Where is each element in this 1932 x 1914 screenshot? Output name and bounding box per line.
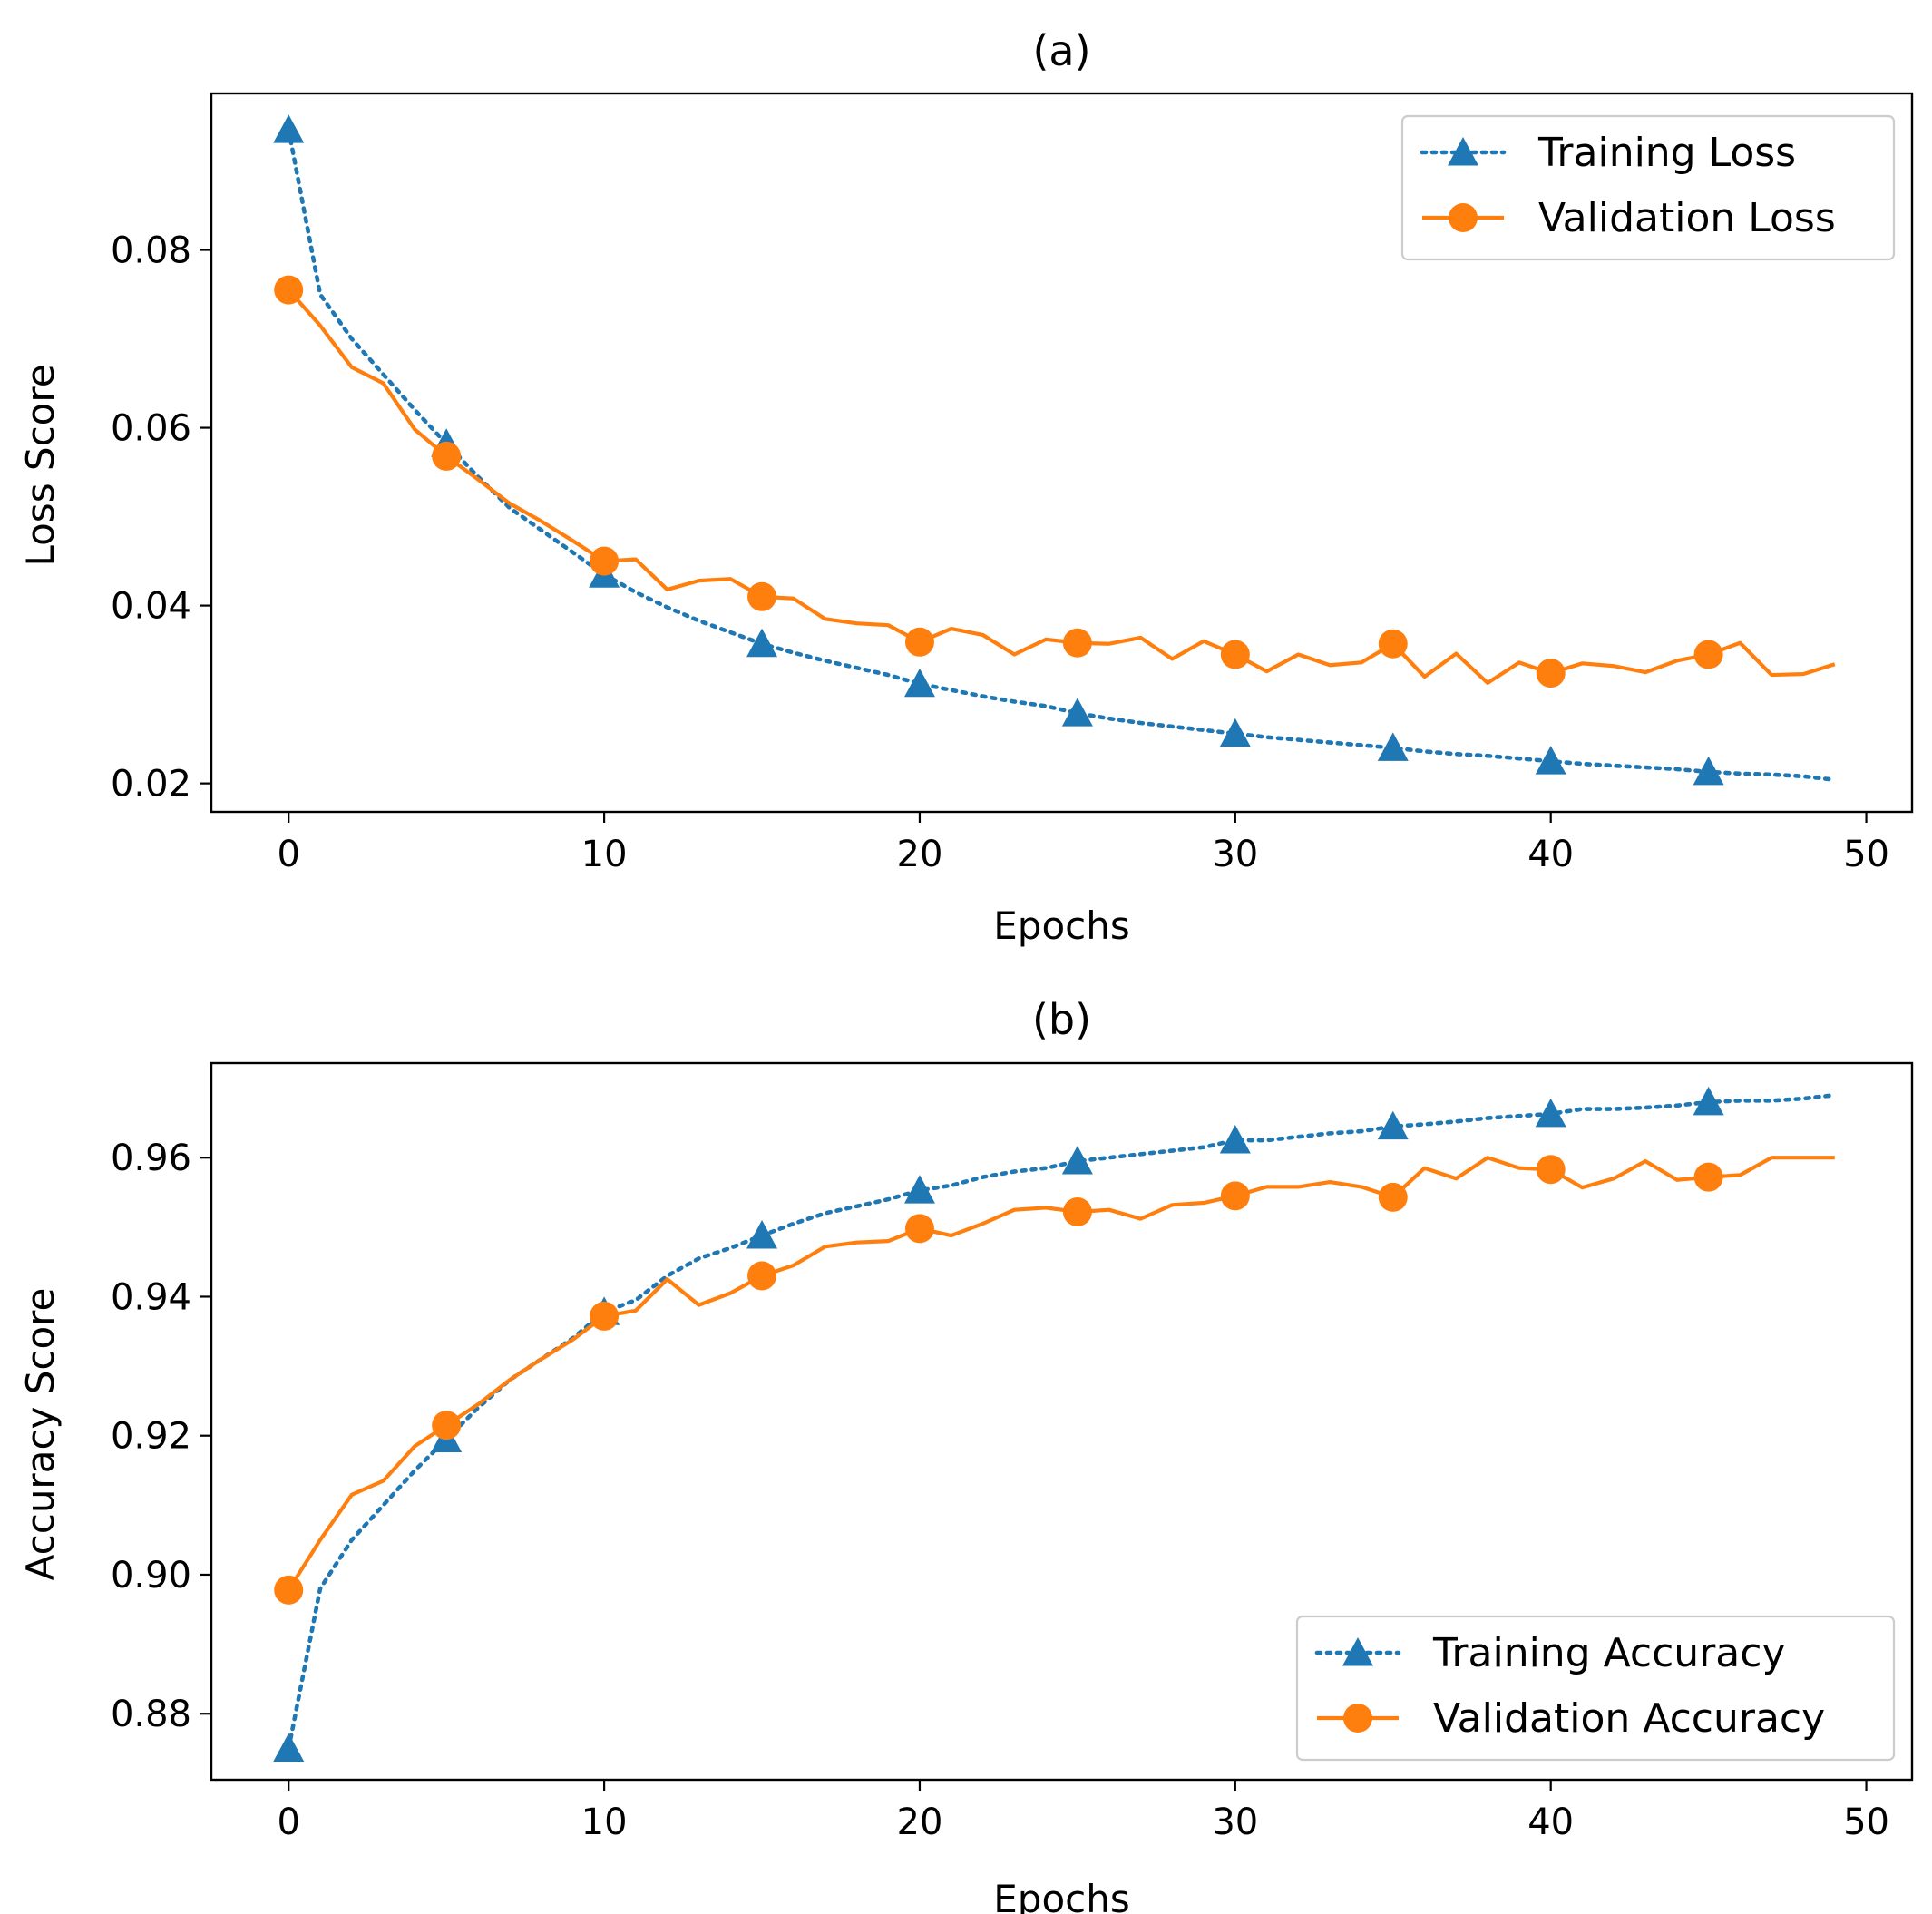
validation-accuracy-point [432, 1411, 462, 1440]
x-tick-label: 40 [1527, 1802, 1574, 1843]
validation-loss-point [1220, 640, 1250, 669]
legend: Training Accuracy Validation Accuracy [1295, 1615, 1896, 1762]
validation-accuracy-point [590, 1301, 620, 1331]
training-loss-line [286, 127, 1838, 783]
x-tick-label: 50 [1843, 1802, 1889, 1843]
legend-box [1400, 114, 1896, 261]
y-axis-label: Accuracy Score [18, 1288, 63, 1581]
x-axis-label: Epochs [993, 903, 1130, 948]
validation-loss-point [1536, 659, 1566, 688]
validation-accuracy-point [274, 1575, 304, 1605]
validation-accuracy-point [904, 1214, 934, 1244]
y-tick-label: 0.90 [111, 1555, 191, 1597]
plot-area [273, 1086, 1838, 1762]
x-tick-label: 50 [1843, 834, 1889, 875]
validation-accuracy-point [747, 1261, 777, 1291]
axes-frame [210, 1061, 1914, 1782]
validation-loss-point [274, 275, 304, 305]
legend-box [1295, 1615, 1896, 1762]
x-tick-label: 20 [897, 1802, 943, 1843]
x-axis-label: Epochs [993, 1877, 1130, 1914]
validation-accuracy-line [287, 1156, 1835, 1591]
validation-accuracy-point [1220, 1181, 1250, 1211]
training-loss-point [1377, 732, 1409, 761]
x-tick-label: 40 [1527, 834, 1574, 875]
training-accuracy-point [1377, 1110, 1409, 1140]
legend-marker-triangle [1342, 1637, 1373, 1666]
validation-loss-point [590, 546, 620, 576]
validation-accuracy-point [1062, 1196, 1092, 1226]
loss-chart-panel: 0 10 20 30 40 50 0.02 0.04 0.06 0.08 (a) Epochs Loss… [18, 26, 1914, 948]
x-tick-label: 20 [897, 834, 943, 875]
legend-label: Validation Accuracy [1433, 1695, 1825, 1742]
x-tick-label: 0 [278, 1802, 300, 1843]
chart-title: (b) [1032, 995, 1091, 1044]
legend-label: Training Loss [1537, 130, 1796, 176]
training-accuracy-point [1061, 1146, 1093, 1175]
legend: Training Loss Validation Loss [1400, 114, 1896, 261]
y-tick-label: 0.08 [111, 230, 191, 272]
x-tick-label: 30 [1212, 1802, 1258, 1843]
training-accuracy-point [1219, 1125, 1251, 1154]
legend-marker-circle [1449, 203, 1478, 232]
training-loss-point [1535, 746, 1566, 775]
validation-loss-point [1062, 628, 1092, 658]
validation-accuracy-point [1378, 1182, 1408, 1212]
training-accuracy-point [903, 1175, 935, 1204]
x-tick-label: 10 [581, 834, 628, 875]
y-tick-label: 0.92 [111, 1416, 191, 1458]
y-axis-label: Loss Score [18, 364, 63, 566]
y-tick-label: 0.88 [111, 1694, 191, 1735]
validation-loss-point [432, 441, 462, 471]
y-tick-label: 0.94 [111, 1276, 191, 1318]
plot-area [273, 114, 1838, 786]
x-tick-label: 30 [1212, 834, 1258, 875]
x-tick-label: 0 [278, 834, 300, 875]
training-loss-point [1061, 698, 1093, 727]
training-accuracy-point [1535, 1098, 1566, 1128]
legend-marker-triangle [1448, 137, 1478, 166]
training-accuracy-point [746, 1220, 778, 1249]
legend-marker-circle [1343, 1704, 1372, 1733]
x-tick-label: 10 [581, 1802, 628, 1843]
training-loss-point [1219, 718, 1251, 747]
legend-label: Validation Loss [1538, 195, 1836, 241]
validation-loss-point [904, 627, 934, 657]
y-tick-label: 0.06 [111, 408, 191, 450]
axes-frame [210, 92, 1914, 814]
legend-label: Training Accuracy [1432, 1630, 1785, 1676]
training-loss-point [746, 628, 778, 658]
training-loss-point [1693, 756, 1724, 786]
accuracy-chart-panel: 0 10 20 30 40 50 0.88 0.90 0.92 0.94 0.96 (b) Epochs… [18, 995, 1914, 1914]
training-accuracy-point [1693, 1086, 1724, 1116]
training-accuracy-point [273, 1733, 305, 1762]
validation-loss-line [287, 288, 1836, 685]
validation-loss-point [747, 581, 777, 611]
validation-loss-point [1693, 640, 1723, 669]
training-loss-point [273, 114, 305, 143]
chart-title: (a) [1032, 26, 1090, 75]
training-loss-point [903, 668, 935, 698]
validation-accuracy-point [1693, 1162, 1723, 1192]
y-tick-label: 0.04 [111, 586, 191, 628]
y-tick-label: 0.02 [111, 764, 191, 806]
y-tick-label: 0.96 [111, 1138, 191, 1179]
validation-loss-point [1378, 629, 1408, 659]
validation-accuracy-point [1536, 1155, 1566, 1185]
